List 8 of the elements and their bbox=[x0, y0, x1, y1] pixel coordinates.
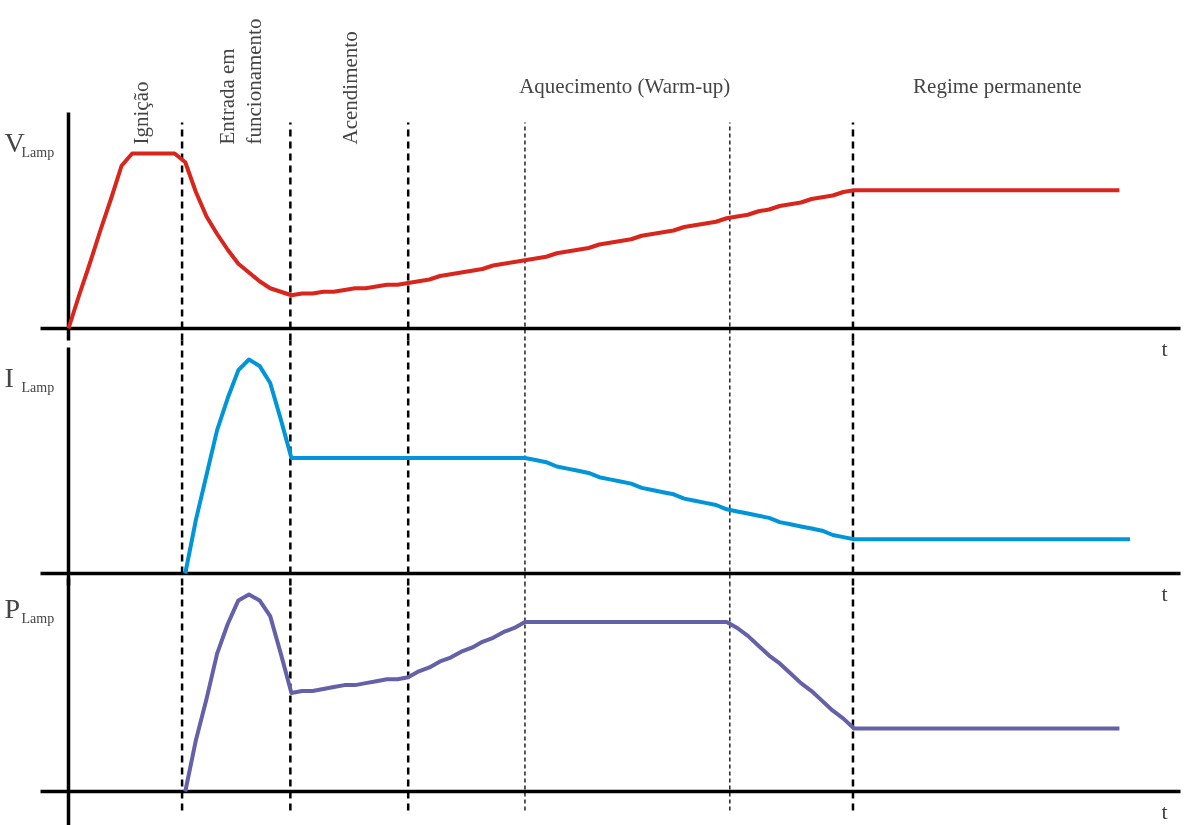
x-axis-title: t bbox=[1161, 799, 1168, 824]
text: Aquecimento (Warm-up) bbox=[519, 73, 731, 98]
x-axis-title: t bbox=[1161, 336, 1168, 361]
text: Acendimento bbox=[337, 31, 362, 145]
x-axis-title: t bbox=[1161, 581, 1168, 606]
text: Ignição bbox=[128, 81, 153, 145]
text: Regime permanente bbox=[913, 73, 1082, 98]
text: Entrada em funcionamento bbox=[215, 18, 266, 145]
